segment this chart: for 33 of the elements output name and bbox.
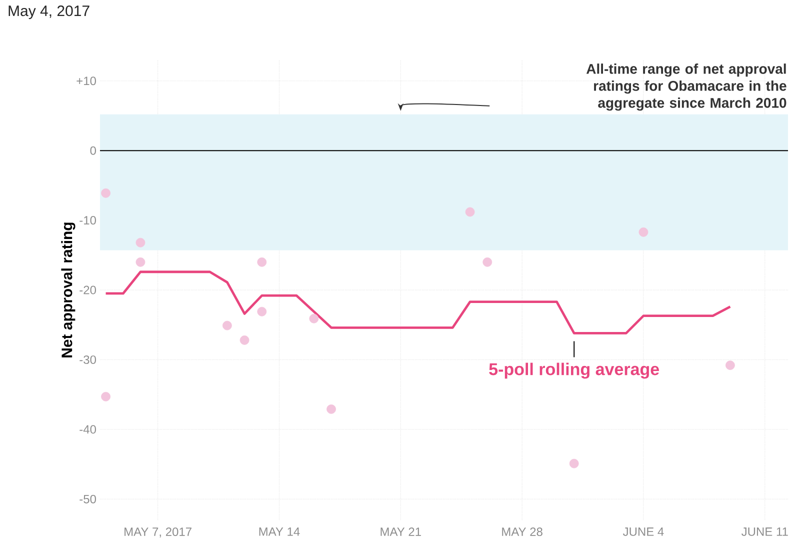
y-tick-label: -40 [80,425,96,434]
point [725,360,735,370]
point [257,306,267,316]
y-tick-label: +10 [76,76,96,86]
point [136,238,146,248]
chart-title: May 4, 2017 [8,6,90,20]
x-tick-label: JUNE 4 [622,528,664,536]
point [240,335,250,345]
x-tick-label: JUNE 11 [742,528,788,536]
line-series [104,270,732,334]
point [569,458,579,468]
x-tick-label: MAY 28 [502,528,542,536]
y-tick-label: -50 [80,494,96,504]
point [309,314,319,324]
x-tick-label: MAY 14 [259,528,300,536]
y-axis-title: Net approval rating [61,222,76,358]
band-label: All-time range of net approval ratings for Obamacare in the aggregate since March 2010 [586,64,786,111]
x-tick-label: MAY 21 [380,528,421,536]
y-tick-label: -10 [80,216,96,225]
point [638,227,648,237]
y-tick-label: -20 [80,286,96,294]
y-tick-label: -30 [80,355,96,364]
x-tick-label: MAY 7, 2017 [124,528,192,538]
point [465,207,475,217]
point [326,404,336,414]
point [136,257,146,267]
point [257,257,267,267]
text: 5-poll rolling average [489,362,660,379]
point [101,188,110,198]
y-tick-label: 0 [90,146,96,155]
point [101,392,110,402]
point [482,257,492,267]
point [222,320,232,330]
